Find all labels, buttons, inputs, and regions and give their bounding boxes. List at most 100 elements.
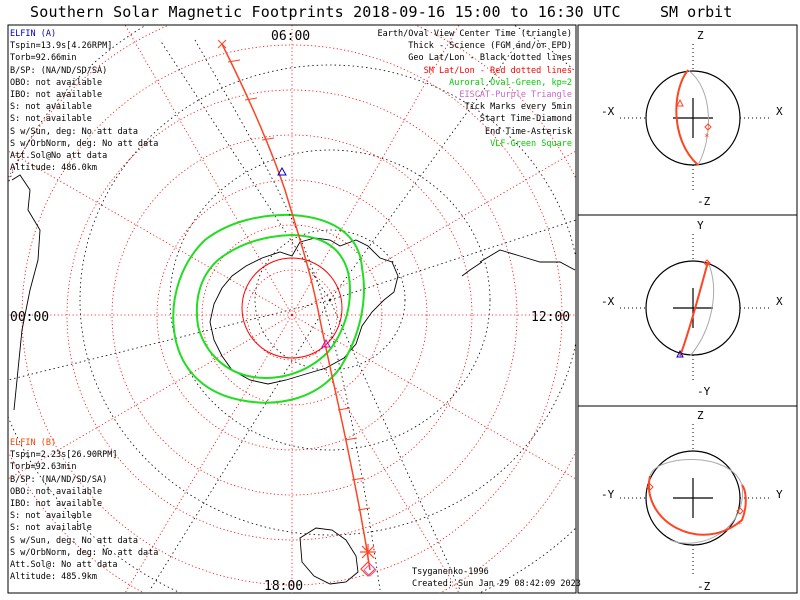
elfin-a-line: OBO: not available <box>10 77 103 88</box>
elfin-a-line: S w/OrbNorm, deg: No att data <box>10 138 159 149</box>
axis-label-left: -X <box>601 105 615 118</box>
track-tick <box>351 477 365 481</box>
clock-label-bottom: 18:00 <box>264 579 303 594</box>
sm-lat-circle <box>111 134 473 496</box>
axis-label-right: Y <box>776 488 783 501</box>
elfin-b-line: Tspin=2.23s[26.90RPM] <box>10 450 118 461</box>
svg-text:*: * <box>704 133 709 143</box>
legend-item: Thick - Science (FGM and/or EPD) <box>408 41 572 52</box>
legend-item: Earth/Oval View Center Time (triangle) <box>377 29 572 39</box>
elfin-b-title: ELFIN (B) <box>10 438 57 448</box>
track-tick <box>261 137 275 141</box>
track-tick <box>244 97 258 101</box>
elfin-b-line: OBO: not available <box>10 486 103 497</box>
sm-lat-circle <box>66 89 518 541</box>
auroral-oval-inner <box>195 233 351 379</box>
elfin-a-line: B/SP: (NA/ND/SD/SA) <box>10 65 108 76</box>
geo-lat-circle <box>79 64 576 536</box>
orbit-path <box>679 261 709 357</box>
legend-item: VLF-Green Square <box>490 138 572 149</box>
elfin-a-line: Torb=92.66min <box>10 53 77 64</box>
view-center-triangle <box>277 166 287 176</box>
axis-label-bottom: -Z <box>697 580 711 593</box>
elfin-a-line: S w/Sun, deg: No att data <box>10 126 138 137</box>
orbit-panel-xz: * Z -Z -X X <box>601 29 783 208</box>
model-credit: Tsyganenko-1996 <box>412 567 489 577</box>
sm-meridian <box>8 150 293 316</box>
orbit-panels: * Z -Z -X X Y -Y -X X <box>577 24 798 594</box>
legend: Earth/Oval View Center Time (triangle) T… <box>378 28 572 150</box>
start-asterisk <box>217 39 227 49</box>
elfin-b-line: Torb=92.63min <box>10 462 77 473</box>
elfin-b-line: S w/Sun, deg: No att data <box>10 535 138 546</box>
geo-meridian <box>329 299 461 591</box>
sm-inner-circle <box>241 257 343 359</box>
elfin-a-line: S: not available <box>10 114 92 125</box>
sm-meridian <box>291 314 576 480</box>
sm-lat-circle <box>156 179 428 451</box>
elfin-b-line: Altitude: 485.9km <box>10 572 97 583</box>
geo-dotted-track <box>194 39 381 591</box>
elfin-b-info: ELFIN (B) Tspin=2.23s[26.90RPM] Torb=92.… <box>10 437 158 583</box>
geo-meridian <box>159 39 331 301</box>
antarctica-coast <box>209 237 399 385</box>
elfin-a-title: ELFIN (A) <box>10 29 57 39</box>
track-ticks <box>227 59 371 511</box>
elfin-track <box>221 43 371 571</box>
orbit-path <box>647 475 747 536</box>
elfin-a-line: IBO: not available <box>10 90 103 101</box>
track-tick <box>344 437 358 441</box>
end-asterisk <box>360 544 376 560</box>
clock-label-top: 06:00 <box>271 29 310 44</box>
clock-label-left: 00:00 <box>10 310 49 325</box>
orbit-path <box>675 69 699 166</box>
orbit-path-grey <box>687 69 709 166</box>
axis-label-right: X <box>776 105 783 118</box>
axis-label-top: Y <box>697 219 704 232</box>
sm-meridian <box>124 314 293 593</box>
elfin-a-line: Altitude: 486.0km <box>10 163 97 174</box>
elfin-b-line: S w/OrbNorm, deg: No att data <box>10 547 159 558</box>
orbit-panel-yz: * Z -Z -Y Y <box>601 409 783 593</box>
elfin-a-info: ELFIN (A) Tspin=13.9s[4.26RPM] Torb=92.6… <box>10 28 158 174</box>
orbit-title: SM orbit <box>660 3 733 21</box>
track-tick <box>357 507 371 511</box>
svg-text:*: * <box>737 520 742 530</box>
sm-meridian <box>291 150 576 316</box>
legend-item: Geo Lat/Lon - Black dotted lines <box>408 53 572 64</box>
clock-label-right: 12:00 <box>531 310 570 325</box>
axis-label-bottom: -Y <box>697 385 711 398</box>
auroral-ovals <box>172 213 365 404</box>
legend-item: Tick Marks every 5min <box>464 102 572 113</box>
orbit-panel-xy: Y -Y -X X <box>601 219 783 398</box>
sm-meridian <box>8 314 293 480</box>
legend-item: Start Time-Diamond <box>479 114 572 125</box>
elfin-b-line: IBO: not available <box>10 499 103 510</box>
start-diamond <box>363 563 377 577</box>
orbit-panels-frame <box>577 24 798 594</box>
elfin-b-line: Att.Sol@: No att data <box>10 560 118 571</box>
main-title: Southern Solar Magnetic Footprints 2018-… <box>30 3 621 21</box>
track-tick <box>337 407 351 411</box>
elfin-b-line: S: not available <box>10 511 92 522</box>
legend-item: End Time-Asterisk <box>485 126 572 137</box>
axis-label-left: -Y <box>601 488 615 501</box>
axis-label-right: X <box>776 295 783 308</box>
geo-lat-circle <box>169 149 491 451</box>
axis-label-bottom: -Z <box>697 195 711 208</box>
geo-meridian <box>149 299 331 591</box>
elfin-b-line: B/SP: (NA/ND/SD/SA) <box>10 474 108 485</box>
axis-label-left: -X <box>601 295 615 308</box>
coastlines <box>11 174 576 585</box>
axis-label-top: Z <box>697 409 704 422</box>
auroral-oval-outer <box>172 213 365 404</box>
australia-coast <box>11 174 41 411</box>
africa-coast <box>299 527 359 585</box>
axis-label-top: Z <box>697 29 704 42</box>
sm-lat-circle <box>21 44 563 586</box>
track-tick <box>227 59 241 63</box>
elfin-a-line: Tspin=13.9s[4.26RPM] <box>10 41 113 52</box>
created-timestamp: Created: Sun Jan 29 08:42:09 2023 <box>412 579 581 589</box>
sm-meridian <box>291 314 460 593</box>
